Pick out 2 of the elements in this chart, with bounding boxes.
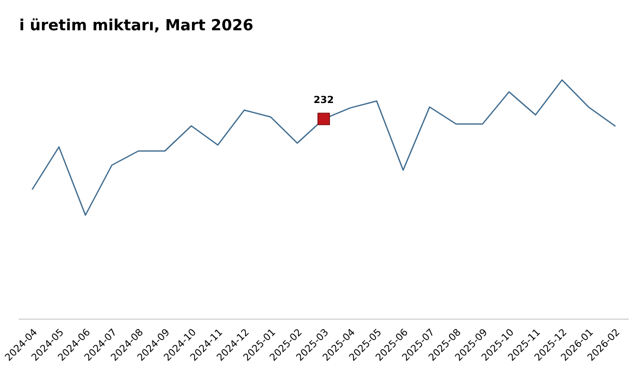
annotation: 232 bbox=[314, 96, 334, 104]
chart-title: i üretim miktarı, Mart 2026 bbox=[20, 18, 253, 32]
